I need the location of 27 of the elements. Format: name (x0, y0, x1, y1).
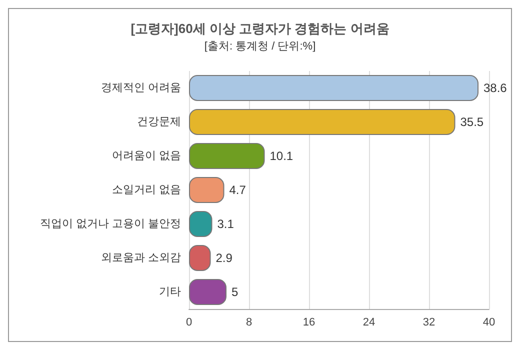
x-tick-label: 32 (422, 316, 436, 328)
bar (189, 177, 224, 203)
bar (189, 109, 456, 135)
x-tick-label: 24 (362, 316, 376, 328)
y-tick-label: 외로움과 소외감 (100, 252, 181, 264)
y-tick-label: 직업이 없거나 고용이 불안정 (40, 218, 181, 230)
chart-title: [고령자]60세 이상 고령자가 경험하는 어려움 (130, 21, 390, 36)
data-label: 2.9 (216, 251, 233, 265)
y-tick-label: 경제적인 어려움 (100, 82, 181, 94)
data-label: 3.1 (217, 217, 234, 231)
data-label: 35.5 (460, 115, 484, 129)
bar (189, 279, 226, 305)
x-tick-label: 16 (302, 316, 316, 328)
x-tick-label: 8 (246, 316, 252, 328)
y-tick-label: 건강문제 (137, 116, 181, 128)
x-tick-label: 0 (186, 316, 192, 328)
bar (189, 143, 265, 169)
data-label: 4.7 (229, 183, 246, 197)
y-tick-label: 어려움이 없음 (112, 150, 181, 162)
bar (189, 75, 478, 101)
data-label: 5 (232, 285, 238, 299)
x-tick-label: 40 (482, 316, 496, 328)
y-tick-label: 기타 (159, 286, 181, 298)
y-tick-label: 소일거리 없음 (112, 184, 181, 196)
chart-subtitle: [출처: 통계청 / 단위:%] (204, 40, 316, 52)
data-label: 10.1 (270, 149, 294, 163)
data-label: 38.6 (484, 81, 508, 95)
